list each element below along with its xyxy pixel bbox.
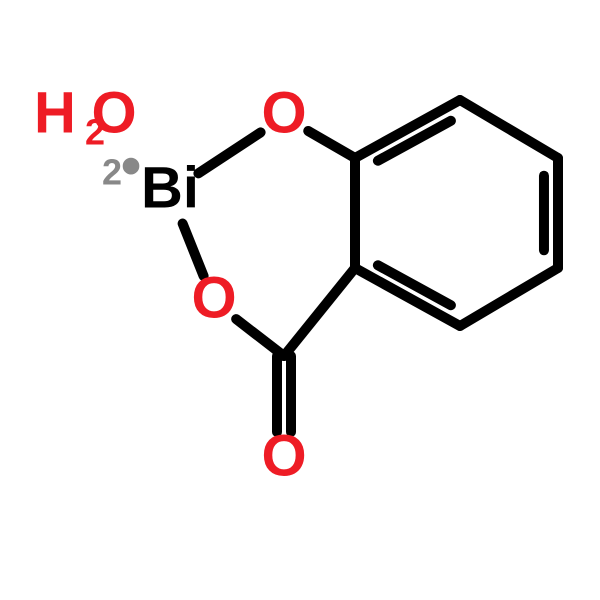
- stoich-2: 2: [102, 152, 122, 193]
- atom-O_left: O: [191, 265, 236, 330]
- atom-O_top: O: [261, 80, 306, 145]
- subscript-h2o-2: 2: [85, 112, 105, 153]
- atom-H_hydrate: H: [34, 80, 76, 145]
- atom-Bi: Bi: [141, 155, 199, 220]
- molecule-diagram: OOOOHBi22•: [0, 0, 600, 600]
- hydrate-dot: •: [121, 133, 141, 198]
- atom-O_bottom: O: [261, 423, 306, 488]
